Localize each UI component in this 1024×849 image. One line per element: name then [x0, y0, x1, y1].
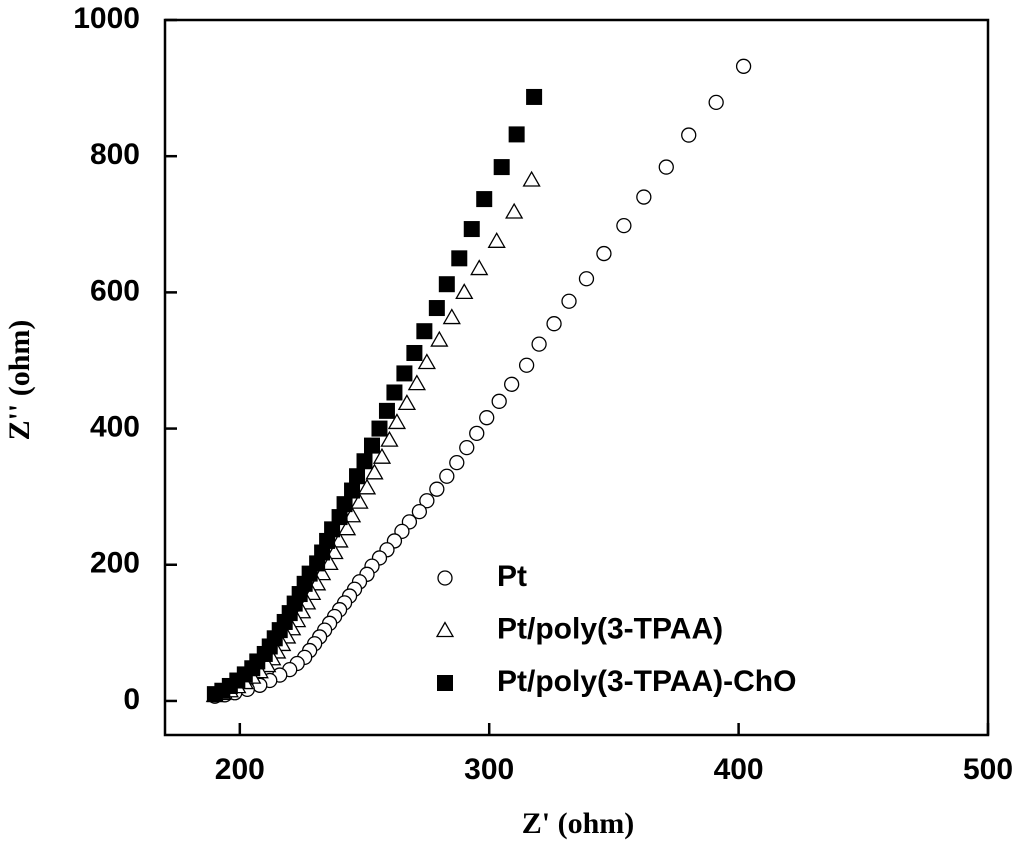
- marker: [380, 430, 399, 447]
- plot-frame: [163, 18, 990, 737]
- marker: [470, 259, 489, 276]
- legend-marker: [437, 675, 453, 691]
- y-tick-label: 0: [123, 683, 140, 716]
- marker: [330, 531, 349, 548]
- marker: [616, 217, 632, 234]
- marker: [708, 94, 724, 111]
- marker: [658, 159, 674, 175]
- legend-marker: [435, 621, 455, 638]
- marker: [336, 496, 353, 513]
- marker: [344, 482, 361, 499]
- marker: [387, 413, 407, 430]
- marker: [406, 344, 423, 361]
- marker: [312, 564, 332, 581]
- marker: [681, 127, 697, 143]
- marker: [491, 393, 507, 409]
- marker: [430, 330, 449, 347]
- marker: [350, 492, 369, 509]
- marker: [365, 463, 384, 480]
- marker: [429, 481, 445, 497]
- marker: [578, 271, 595, 287]
- marker: [357, 478, 377, 495]
- marker: [504, 376, 520, 392]
- marker: [596, 245, 612, 262]
- marker: [735, 58, 752, 74]
- marker: [487, 231, 506, 248]
- marker: [479, 410, 495, 426]
- marker: [356, 453, 373, 470]
- marker: [451, 250, 468, 267]
- marker: [455, 283, 474, 300]
- marker: [438, 276, 455, 293]
- y-tick-label: 200: [90, 547, 140, 580]
- marker: [449, 454, 465, 471]
- marker: [407, 374, 427, 391]
- x-tick-label: 400: [714, 753, 764, 786]
- marker: [469, 425, 485, 441]
- marker: [378, 402, 395, 419]
- legend-label: Pt: [497, 560, 527, 593]
- marker: [476, 191, 493, 208]
- marker: [459, 439, 475, 456]
- marker: [531, 336, 547, 352]
- marker: [561, 293, 577, 309]
- marker: [417, 353, 436, 370]
- marker: [363, 437, 380, 454]
- marker: [416, 323, 433, 340]
- marker: [342, 506, 362, 523]
- marker: [508, 126, 525, 143]
- y-tick-label: 1000: [73, 2, 140, 35]
- marker: [372, 447, 392, 464]
- marker: [526, 88, 543, 105]
- marker: [386, 384, 403, 401]
- marker: [419, 493, 435, 509]
- marker: [505, 202, 524, 219]
- marker: [518, 357, 535, 373]
- marker: [397, 394, 417, 411]
- y-axis-label: Z'' (ohm): [3, 320, 36, 441]
- marker: [320, 554, 339, 571]
- y-tick-label: 800: [90, 138, 140, 171]
- y-tick-label: 400: [90, 410, 140, 443]
- legend-label: Pt/poly(3-TPAA)-ChO: [497, 665, 796, 698]
- marker: [411, 503, 428, 520]
- marker: [493, 159, 510, 176]
- marker: [337, 519, 357, 536]
- x-tick-label: 500: [963, 753, 1013, 786]
- marker: [428, 300, 445, 317]
- marker: [522, 170, 541, 187]
- marker: [331, 509, 348, 526]
- marker: [396, 365, 413, 382]
- marker: [439, 468, 455, 484]
- y-tick-label: 600: [90, 274, 140, 307]
- x-tick-label: 300: [464, 753, 514, 786]
- marker: [325, 543, 344, 560]
- legend-label: Pt/poly(3-TPAA): [497, 612, 723, 645]
- x-tick-label: 200: [215, 753, 265, 786]
- legend-marker: [437, 570, 453, 586]
- marker: [546, 316, 562, 332]
- marker: [371, 420, 388, 437]
- marker: [463, 221, 480, 238]
- x-axis-label: Z' (ohm): [522, 807, 635, 840]
- marker: [349, 468, 366, 485]
- marker: [206, 686, 223, 703]
- marker: [636, 189, 652, 205]
- marker: [442, 308, 461, 325]
